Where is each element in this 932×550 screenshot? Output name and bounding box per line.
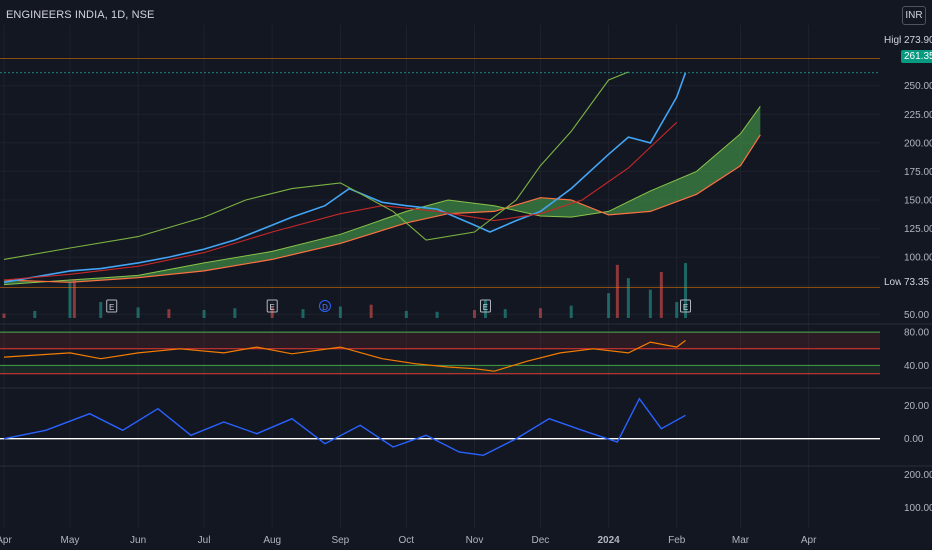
lower-panel-tick-label: 100.00: [904, 503, 932, 514]
x-axis-ticks: Apr May Jun Jul Aug Sep Oct Nov Dec 2024 Feb Mar Apr: [0, 535, 817, 546]
volume-bar: [472, 310, 476, 318]
close-line: [3, 72, 687, 284]
volume-bar: [684, 263, 688, 318]
x-tick-label: Jun: [130, 535, 146, 546]
volume-bar: [675, 302, 679, 318]
y-tick-label: 250.00: [904, 81, 932, 92]
volume-bar: [404, 310, 408, 318]
ichimoku-cloud: [3, 106, 761, 286]
x-tick-label: 2024: [597, 535, 620, 546]
x-tick-label: Apr: [0, 535, 12, 546]
dividend-marker: [318, 300, 331, 312]
low-label: Low: [881, 276, 906, 289]
marker-letter: E: [683, 303, 688, 312]
last-price-badge: 261.35: [901, 50, 932, 63]
panel-separators: [0, 323, 932, 467]
osc-tick-label: 20.00: [904, 401, 929, 412]
lagging-span-line: [3, 71, 629, 260]
volume-bar: [202, 310, 206, 318]
price-lines: [3, 71, 687, 284]
volume-bar: [569, 305, 573, 318]
oscillator-line: [3, 397, 686, 457]
earnings-marker: [479, 299, 491, 313]
x-tick-label: Mar: [732, 535, 750, 546]
marker-letter: E: [483, 303, 488, 312]
volume-bar: [270, 307, 274, 318]
cloud-span-a: [3, 106, 761, 286]
x-tick-label: Feb: [668, 535, 686, 546]
y-tick-label: 225.00: [904, 110, 932, 121]
volume-bar: [33, 310, 37, 318]
earnings-marker: [680, 299, 692, 313]
currency-button[interactable]: INR: [902, 6, 926, 25]
oscillator-panel: [0, 397, 880, 457]
marker-letter: E: [270, 303, 275, 312]
x-tick-label: Nov: [466, 535, 484, 546]
earnings-marker: [266, 299, 278, 313]
volume-bar: [301, 309, 305, 318]
rsi-panel: [0, 331, 880, 375]
volume-bar: [615, 264, 619, 318]
marker-letter: E: [109, 303, 114, 312]
volume-bars: [2, 263, 688, 318]
volume-bar: [338, 306, 342, 318]
y-tick-label: 50.00: [904, 310, 929, 321]
rsi-line: [3, 340, 686, 372]
symbol-title: ENGINEERS INDIA, 1D, NSE: [6, 9, 155, 21]
volume-bar: [607, 293, 611, 318]
low-value: 73.35: [901, 276, 932, 289]
rsi-band: [0, 365, 880, 374]
volume-bar: [136, 307, 140, 318]
volume-bar: [648, 289, 652, 318]
y-tick-label: 200.00: [904, 138, 932, 149]
high-label: High: [881, 34, 908, 47]
x-tick-label: Aug: [263, 535, 281, 546]
y-tick-label: 125.00: [904, 224, 932, 235]
volume-bar: [626, 278, 630, 318]
x-tick-label: Dec: [532, 535, 550, 546]
x-tick-label: Apr: [801, 535, 817, 546]
volume-bar: [369, 304, 373, 318]
x-tick-label: Jul: [198, 535, 211, 546]
volume-bar: [167, 309, 171, 318]
x-tick-label: Oct: [399, 535, 415, 546]
y-tick-label: 150.00: [904, 196, 932, 207]
y-tick-label: 100.00: [904, 253, 932, 264]
rsi-tick-label: 40.00: [904, 361, 929, 372]
earnings-marker: [106, 299, 118, 313]
lower-panel-tick-label: 200.00: [904, 470, 932, 481]
volume-bar: [538, 308, 542, 318]
volume-bar: [503, 309, 507, 318]
rsi-band: [0, 332, 880, 349]
volume-bar: [233, 308, 237, 318]
volume-bar: [99, 302, 103, 318]
high-low-lines: [0, 58, 880, 288]
osc-tick-label: 0.00: [904, 434, 924, 445]
x-tick-label: May: [61, 535, 80, 546]
cloud-span-b: [3, 134, 761, 283]
x-tick-label: Sep: [331, 535, 349, 546]
volume-bar: [659, 271, 663, 318]
rsi-tick-label: 80.00: [904, 328, 929, 339]
volume-bar: [72, 279, 76, 318]
high-value: 273.90: [901, 34, 932, 47]
volume-bar: [483, 300, 487, 318]
y-tick-label: 175.00: [904, 167, 932, 178]
volume-bar: [68, 282, 72, 318]
volume-bar: [2, 313, 6, 318]
marker-letter: D: [322, 303, 328, 312]
volume-bar: [435, 311, 439, 318]
